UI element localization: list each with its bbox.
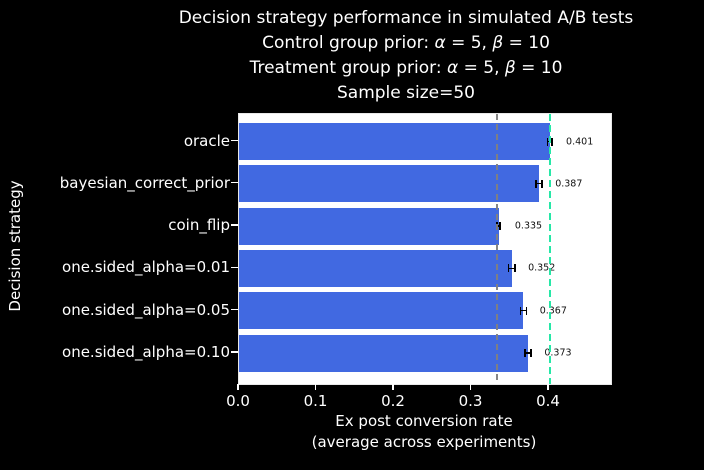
y-tick-mark [231,266,238,269]
y-tick-label: coin_flip [168,216,230,235]
y-tick-label: one.sided_alpha=0.05 [62,300,230,319]
plot-inner: 0.401 0.387 0.335 0.352 0.367 0.373 [239,114,611,384]
bar-one.sided_alpha=0.10 [239,334,529,372]
x-tick-label: 0.1 [303,392,328,410]
bar-one.sided_alpha=0.01 [239,249,512,287]
y-tick-mark [231,351,238,353]
x-tick-mark [392,384,394,390]
x-tick-label: 0.2 [381,392,405,410]
x-tick-mark [547,384,549,390]
prior-mean-line [496,114,499,384]
error-bar [508,267,515,270]
alpha-symbol: α [446,58,459,78]
beta-symbol: β [504,58,516,78]
error-bar-cap [508,264,510,273]
y-tick-mark [231,182,238,184]
y-tick-label: bayesian_correct_prior [59,173,230,192]
error-bar-cap [499,222,501,231]
plot-area: 0.401 0.387 0.335 0.352 0.367 0.373 [238,113,612,385]
error-bar-cap [551,137,553,146]
title-line-4: Sample size=50 [337,83,475,103]
y-tick-mark [231,139,238,142]
x-axis-label-line-2: (average across experiments) [311,433,537,451]
bar-value-label: 0.373 [544,347,572,359]
error-bar-cap [519,306,522,315]
y-tick-mark [231,309,238,311]
bar-value-label: 0.387 [555,178,583,190]
error-bar [535,183,542,185]
x-tick-mark [469,384,472,390]
y-tick-label: one.sided_alpha=0.01 [62,258,230,277]
error-bar-cap [514,264,516,273]
error-bar [497,225,501,227]
error-bar-cap [525,306,528,315]
y-tick-label: oracle [183,131,230,150]
beta-symbol: β [492,33,504,53]
bar-bayesian_correct_prior [239,165,539,203]
x-axis-label: Ex post conversion rate (average across … [124,411,704,453]
error-bar-cap [546,137,549,146]
error-bar-cap [530,349,532,357]
title-line-3: Treatment group prior: α = 5, β = 10 [249,58,563,78]
bar-value-label: 0.367 [539,305,567,317]
bar-value-label: 0.352 [528,262,556,274]
error-bar-cap [535,179,537,188]
bar-value-label: 0.335 [514,220,543,232]
x-tick-label: 0.4 [536,392,560,410]
oracle-line [548,114,551,384]
x-axis-label-line-1: Ex post conversion rate [335,412,513,430]
chart-title: Decision strategy performance in simulat… [106,6,704,106]
x-tick-label: 0.3 [458,392,483,410]
title-line-2: Control group prior: α = 5, β = 10 [262,33,550,53]
error-bar [524,352,532,354]
y-tick-mark [231,224,238,226]
x-tick-mark [237,384,239,390]
bar-oracle [239,123,550,160]
x-tick-mark [314,384,317,390]
x-tick-label: 0.0 [226,392,250,410]
alpha-symbol: α [434,33,446,53]
y-axis-label: Decision strategy [6,180,24,312]
error-bar-cap [524,349,526,357]
title-line-1: Decision strategy performance in simulat… [178,8,634,28]
bar-value-label: 0.401 [566,136,594,147]
bar-one.sided_alpha=0.05 [239,292,524,330]
bar-coin_flip [239,207,499,245]
error-bar [520,310,527,312]
y-tick-label: one.sided_alpha=0.10 [62,343,230,361]
error-bar-cap [541,179,543,188]
